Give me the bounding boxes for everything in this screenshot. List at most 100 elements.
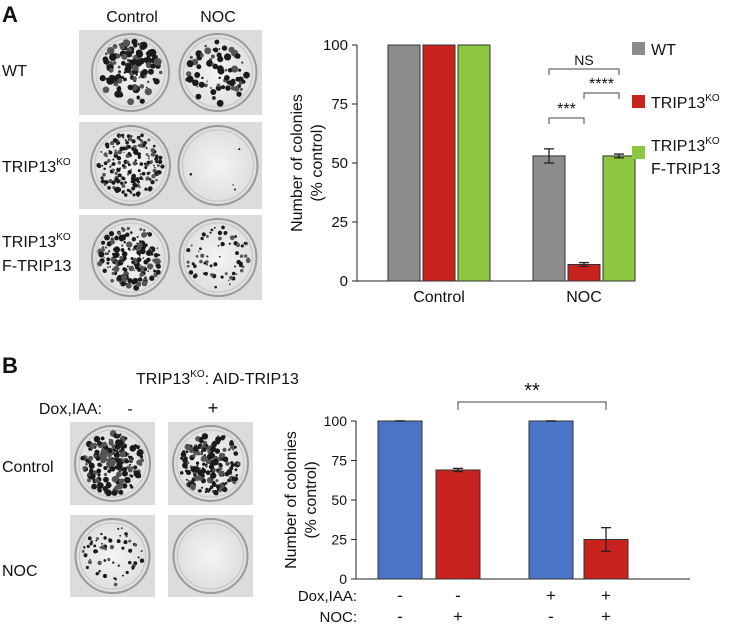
colony [131, 237, 136, 242]
significance-4star-label: **** [589, 76, 614, 93]
colony [136, 249, 142, 256]
colony [230, 462, 235, 468]
plate-dish [74, 518, 151, 594]
colony [110, 466, 116, 472]
colony [136, 180, 140, 184]
colony [233, 451, 239, 456]
colony [201, 232, 206, 237]
colony [216, 468, 220, 472]
colony [147, 49, 151, 53]
colony [101, 248, 105, 252]
colony [129, 191, 132, 194]
colony [235, 251, 239, 255]
colony [122, 146, 127, 151]
colony [137, 155, 141, 159]
colony [127, 84, 134, 91]
bar [457, 44, 491, 282]
colony [153, 166, 156, 169]
colony [129, 463, 132, 466]
colony [97, 560, 102, 566]
colony [131, 139, 136, 144]
colony [130, 257, 134, 260]
colony [215, 85, 222, 91]
colony [210, 273, 214, 277]
colony [114, 82, 119, 87]
colony [108, 150, 113, 155]
colony [100, 179, 105, 184]
colony [228, 283, 231, 286]
panel-b-row-label-noc: NOC [2, 563, 38, 580]
colony [155, 154, 159, 158]
colony [121, 53, 128, 60]
colony [234, 468, 238, 472]
colony [149, 275, 155, 281]
col-label-noc: NOC [200, 9, 236, 26]
colony [205, 458, 211, 464]
colony [209, 485, 214, 489]
colony [131, 186, 136, 191]
colony [199, 467, 201, 470]
factor-noc-value: - [397, 607, 403, 625]
colony [235, 273, 238, 276]
colony [126, 160, 130, 165]
colony [186, 60, 194, 68]
colony [243, 254, 248, 258]
colony [101, 542, 103, 545]
colony [123, 267, 128, 272]
plate-dish-rim [78, 429, 147, 498]
colony [236, 91, 242, 97]
colony [203, 272, 206, 275]
bar [528, 420, 574, 580]
bar [602, 155, 636, 282]
colony [206, 453, 213, 460]
colony [102, 172, 106, 177]
colony [205, 470, 211, 476]
colony [124, 66, 132, 74]
colony [112, 561, 115, 564]
factor-dox-value: - [455, 586, 461, 605]
colony [155, 269, 161, 275]
colony [224, 68, 228, 72]
colony [136, 257, 142, 263]
significance-2star [457, 401, 607, 410]
colony [186, 260, 190, 264]
colony [110, 239, 115, 245]
colony [238, 148, 241, 151]
colony [83, 553, 88, 558]
colony [147, 138, 151, 142]
panel-b-header: TRIP13KO: AID-TRIP13 [136, 369, 299, 388]
colony [108, 457, 111, 460]
colony [220, 241, 225, 247]
colony [111, 489, 118, 496]
colony [193, 466, 200, 473]
colony [131, 64, 139, 71]
colony [212, 459, 219, 466]
colony [234, 265, 237, 268]
colony [153, 258, 161, 265]
colony [232, 184, 234, 186]
plate-dish-rim [95, 37, 166, 108]
colony [201, 486, 204, 489]
colony [112, 44, 118, 49]
colony [103, 465, 108, 471]
chart-a-legend: WT TRIP13KO TRIP13KO F-TRIP13 [632, 42, 720, 178]
colony [200, 253, 205, 258]
colony [112, 464, 115, 468]
colony [89, 443, 95, 450]
colony [216, 435, 219, 438]
colony [221, 225, 225, 230]
colony [236, 461, 241, 466]
colony [120, 248, 125, 253]
factor-noc-value: + [601, 607, 611, 625]
colony [129, 460, 132, 463]
colony [185, 71, 192, 77]
colony [117, 85, 121, 89]
colony [97, 488, 102, 493]
y-axis-label: Number of colonies (% control) [283, 431, 320, 569]
colony [134, 472, 142, 479]
colony [150, 160, 153, 164]
colony [121, 184, 126, 188]
colony [91, 483, 98, 490]
colony [209, 470, 212, 473]
colony [117, 564, 121, 568]
